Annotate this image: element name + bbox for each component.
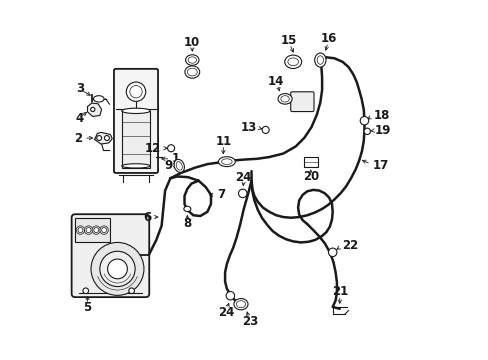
Ellipse shape (280, 96, 289, 102)
Circle shape (328, 248, 336, 257)
Bar (303, 157, 317, 167)
Circle shape (92, 226, 101, 234)
FancyBboxPatch shape (290, 92, 313, 112)
Ellipse shape (174, 159, 184, 172)
Text: 22: 22 (341, 239, 357, 252)
Circle shape (76, 226, 84, 234)
Text: 6: 6 (143, 211, 151, 224)
Circle shape (100, 251, 135, 287)
Ellipse shape (176, 162, 182, 170)
Ellipse shape (93, 96, 104, 102)
Ellipse shape (317, 56, 323, 64)
Ellipse shape (278, 94, 291, 104)
Text: 20: 20 (302, 170, 318, 183)
FancyBboxPatch shape (71, 214, 149, 297)
Text: 9: 9 (164, 159, 172, 172)
FancyBboxPatch shape (114, 69, 158, 173)
Ellipse shape (184, 66, 199, 78)
Ellipse shape (188, 57, 196, 63)
Text: 11: 11 (215, 135, 231, 148)
Text: 23: 23 (241, 315, 257, 328)
Circle shape (100, 226, 108, 234)
Text: 2: 2 (74, 131, 82, 144)
Ellipse shape (185, 55, 199, 65)
Bar (122, 111, 150, 168)
Text: 1: 1 (171, 152, 180, 165)
Ellipse shape (233, 298, 247, 310)
Text: 16: 16 (320, 32, 337, 45)
Text: 14: 14 (267, 75, 284, 88)
Circle shape (238, 189, 246, 198)
Circle shape (86, 228, 91, 233)
Circle shape (262, 126, 269, 134)
Ellipse shape (221, 159, 232, 165)
Ellipse shape (126, 82, 145, 102)
Text: 4: 4 (75, 112, 83, 125)
Circle shape (91, 242, 143, 295)
Text: 19: 19 (374, 124, 390, 137)
Text: 24: 24 (218, 306, 234, 319)
Text: 3: 3 (76, 82, 84, 95)
Text: 13: 13 (240, 121, 256, 134)
Text: 7: 7 (217, 188, 224, 201)
Circle shape (78, 228, 83, 233)
Ellipse shape (187, 68, 197, 76)
Ellipse shape (183, 206, 190, 212)
Text: 12: 12 (145, 142, 161, 155)
Ellipse shape (218, 157, 235, 167)
Ellipse shape (314, 53, 325, 67)
Ellipse shape (130, 86, 142, 98)
Circle shape (128, 288, 134, 294)
Circle shape (364, 128, 370, 135)
Circle shape (107, 259, 127, 279)
Text: 8: 8 (183, 217, 191, 230)
Circle shape (94, 228, 99, 233)
Circle shape (167, 145, 174, 152)
Ellipse shape (236, 301, 245, 308)
Circle shape (97, 136, 102, 140)
Text: 24: 24 (235, 171, 251, 184)
Text: 18: 18 (373, 109, 389, 122)
Polygon shape (87, 103, 102, 117)
Circle shape (83, 288, 88, 294)
Circle shape (225, 292, 234, 300)
Ellipse shape (284, 55, 301, 68)
Text: 10: 10 (184, 36, 200, 49)
Ellipse shape (122, 108, 150, 113)
Circle shape (104, 136, 109, 140)
Ellipse shape (122, 164, 150, 168)
Bar (75, 219, 110, 242)
Circle shape (102, 228, 106, 233)
Text: 17: 17 (371, 159, 387, 172)
Ellipse shape (287, 58, 298, 66)
Text: 5: 5 (83, 301, 91, 314)
Circle shape (90, 107, 95, 112)
Circle shape (84, 226, 93, 234)
Circle shape (360, 117, 368, 125)
Polygon shape (94, 132, 112, 144)
Text: 15: 15 (280, 34, 296, 47)
Text: 21: 21 (331, 285, 347, 298)
